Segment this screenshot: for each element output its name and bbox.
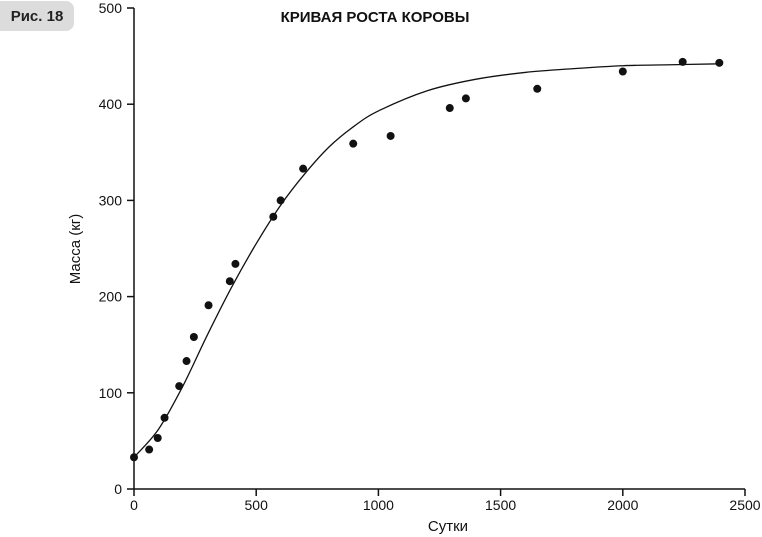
data-point: [618, 67, 627, 76]
data-point: [204, 301, 213, 310]
chart-title: КРИВАЯ РОСТА КОРОВЫ: [281, 9, 470, 26]
y-axis-label: Масса (кг): [67, 214, 84, 285]
axes: 0 100 200 300 400 500 0 500 1000 1500 2000 2500: [99, 0, 761, 513]
data-point: [445, 104, 454, 113]
y-tick-label: 100: [99, 385, 123, 401]
data-points-layer: [130, 57, 724, 462]
y-tick-label: 500: [99, 0, 123, 16]
x-tick-label: 0: [130, 497, 138, 513]
data-point: [145, 445, 154, 454]
data-point: [461, 94, 470, 103]
x-tick-label: 500: [245, 497, 269, 513]
data-point: [182, 357, 191, 366]
data-point: [189, 333, 198, 342]
growth-curve-line: [133, 63, 721, 458]
data-point: [225, 277, 234, 286]
figure-label: Рис. 18: [0, 1, 74, 31]
x-tick-label: 2500: [729, 497, 760, 513]
y-tick-label: 0: [114, 481, 122, 497]
x-axis-label: Сутки: [428, 518, 468, 535]
fitted-curve-layer: [133, 63, 721, 458]
data-point: [130, 453, 138, 462]
data-point: [269, 212, 278, 221]
x-tick-label: 2000: [607, 497, 638, 513]
data-point: [153, 434, 162, 443]
data-point: [715, 58, 724, 67]
x-tick-label: 1000: [363, 497, 394, 513]
data-point: [299, 164, 308, 173]
data-point: [276, 196, 285, 205]
data-point: [678, 57, 687, 66]
x-tick-label: 1500: [485, 497, 516, 513]
data-point: [231, 259, 240, 268]
data-point: [533, 84, 542, 93]
data-point: [160, 413, 169, 422]
data-point: [386, 131, 395, 140]
data-point: [349, 139, 358, 148]
y-tick-label: 200: [99, 289, 123, 305]
data-point: [175, 382, 184, 391]
y-tick-label: 400: [99, 96, 123, 112]
y-tick-label: 300: [99, 192, 123, 208]
